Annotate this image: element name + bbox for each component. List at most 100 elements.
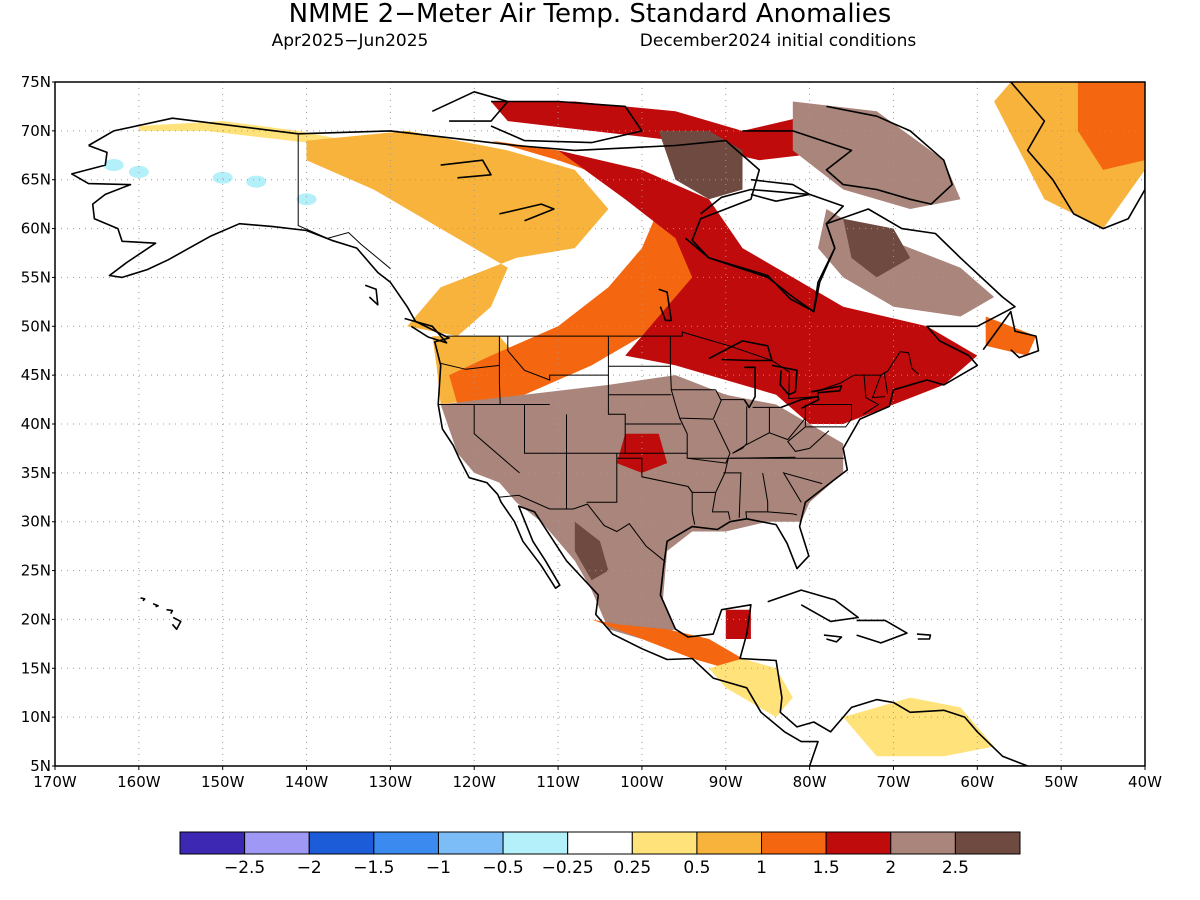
border-missouri xyxy=(679,417,731,464)
border-ga-fl xyxy=(767,511,798,516)
coastline-lake-michigan xyxy=(743,366,756,409)
coastline-southampton-island xyxy=(750,178,811,202)
colorbar-swatch xyxy=(954,831,1021,855)
coastline-cuba xyxy=(767,589,860,623)
colorbar-label: −1 xyxy=(426,858,451,878)
colorbar-label: 0.5 xyxy=(683,858,710,878)
lon-tick-label: 150W xyxy=(201,773,245,791)
lon-tick-label: 50W xyxy=(1044,773,1078,791)
coastline-puerto-rico xyxy=(916,633,932,640)
lon-tick-label: 70W xyxy=(877,773,911,791)
lon-tick-label: 130W xyxy=(369,773,413,791)
colorbar-swatch xyxy=(761,831,827,855)
border-wi-il xyxy=(715,389,745,401)
coastline-baffin-island xyxy=(742,105,954,205)
alaska-cool-spot-1 xyxy=(128,165,149,178)
anomaly-region-baffin xyxy=(792,101,961,209)
border-ut-co-az xyxy=(524,404,567,454)
anomaly-region-yucatan xyxy=(725,609,751,639)
colorbar-label: −0.25 xyxy=(542,858,594,878)
lat-tick-label: 15N xyxy=(21,659,51,677)
lat-tick-label: 45N xyxy=(21,366,51,384)
lat-tick-label: 65N xyxy=(21,171,51,189)
border-ga-sc-nc xyxy=(782,472,823,503)
lon-tick-label: 160W xyxy=(117,773,161,791)
coastline-newfoundland xyxy=(982,310,1040,359)
lon-tick-label: 80W xyxy=(793,773,827,791)
anomaly-fill-layer xyxy=(103,82,1145,757)
colorbar-swatch xyxy=(437,831,504,855)
lon-tick-label: 110W xyxy=(536,773,580,791)
coastline-greenland xyxy=(1010,82,1145,230)
alaska-cool-spot-4 xyxy=(296,193,317,206)
lat-tick-label: 55N xyxy=(21,268,51,286)
anomaly-region-hudson-great-lakes-ne xyxy=(558,150,978,424)
initial-conditions: December2024 initial conditions xyxy=(640,31,917,51)
political-borders-layer xyxy=(297,134,919,563)
alaska-cool-spot-0 xyxy=(103,159,124,172)
border-tx-la xyxy=(691,492,696,525)
lat-tick-label: 25N xyxy=(21,562,51,580)
anomaly-region-greenland-core xyxy=(1077,82,1145,170)
colorbar-swatch xyxy=(373,831,439,855)
axis-labels: 75N 70N 65N 60N 55N 50N 45N 40N 35N 30N 25N 20N 15N 1… xyxy=(21,73,1162,791)
border-mt-south xyxy=(507,336,609,381)
colorbar-swatch xyxy=(179,831,246,855)
border-ohio-river xyxy=(732,417,806,454)
lat-tick-label: 60N xyxy=(21,220,51,238)
border-al-ga xyxy=(745,472,769,519)
border-id-west xyxy=(498,336,501,405)
lon-tick-label: 140W xyxy=(285,773,329,791)
colorbar-label: −0.5 xyxy=(482,858,523,878)
colorbar-label: −1.5 xyxy=(353,858,394,878)
lat-tick-label: 5N xyxy=(30,757,51,775)
coastline-jamaica xyxy=(823,634,843,643)
border-tn-ky xyxy=(729,456,796,459)
anomaly-region-venezuela xyxy=(843,697,995,757)
coastline-hawaii-oahu xyxy=(152,603,159,608)
colorbar-swatch xyxy=(244,831,310,855)
border-nd-sd-ne-ks xyxy=(607,336,626,454)
lon-tick-label: 40W xyxy=(1128,773,1162,791)
border-us-mexico xyxy=(498,494,666,563)
map-title: NMME 2−Meter Air Temp. Standard Anomalie… xyxy=(289,0,892,29)
border-alaska-canada xyxy=(297,134,391,269)
coastline-hawaii-big xyxy=(171,616,182,631)
colorbar-label: 0.25 xyxy=(613,858,651,878)
border-nh-me xyxy=(883,372,889,394)
colorbar-swatch xyxy=(696,831,763,855)
lat-tick-label: 75N xyxy=(21,73,51,91)
lat-tick-label: 35N xyxy=(21,464,51,482)
lat-tick-label: 20N xyxy=(21,610,51,628)
coastline-victoria-island xyxy=(490,100,643,144)
coastline-lake-huron xyxy=(771,364,798,396)
anomaly-region-arctic-archipelago xyxy=(491,101,877,161)
lon-tick-label: 120W xyxy=(452,773,496,791)
colorbar-swatch xyxy=(567,831,633,855)
colorbar-label: 2 xyxy=(885,858,896,878)
alaska-cool-spot-3 xyxy=(246,175,267,188)
colorbar-swatch xyxy=(631,831,698,855)
colorbar-label: −2 xyxy=(297,858,322,878)
coastline-hispaniola xyxy=(856,619,908,644)
alaska-cool-spot-2 xyxy=(212,171,233,184)
anomaly-region-yukon-nwt-band xyxy=(306,130,609,337)
coastline-great-bear-lake xyxy=(440,159,492,179)
border-wv-va xyxy=(787,426,830,452)
coastline-lake-ontario xyxy=(811,385,843,394)
anomaly-region-central-america xyxy=(709,658,793,718)
border-ny-ne xyxy=(863,375,880,415)
border-louisiana-ms xyxy=(711,492,731,520)
coastline-banks-island xyxy=(431,91,509,122)
colorbar: −2.5 −2 −1.5 −1 −0.5 −0.25 0.25 0.5 1 1.5 2 2.5 xyxy=(179,831,1021,878)
coastline-north-america xyxy=(71,117,1029,766)
lat-tick-label: 70N xyxy=(21,122,51,140)
lon-tick-label: 60W xyxy=(960,773,994,791)
coastline-layer xyxy=(71,82,1145,766)
border-wa-or xyxy=(440,362,500,370)
anomaly-region-canada-band xyxy=(449,140,709,405)
colorbar-swatch xyxy=(890,831,956,855)
lat-tick-label: 50N xyxy=(21,317,51,335)
anomaly-region-western-us-mexico xyxy=(440,375,844,639)
